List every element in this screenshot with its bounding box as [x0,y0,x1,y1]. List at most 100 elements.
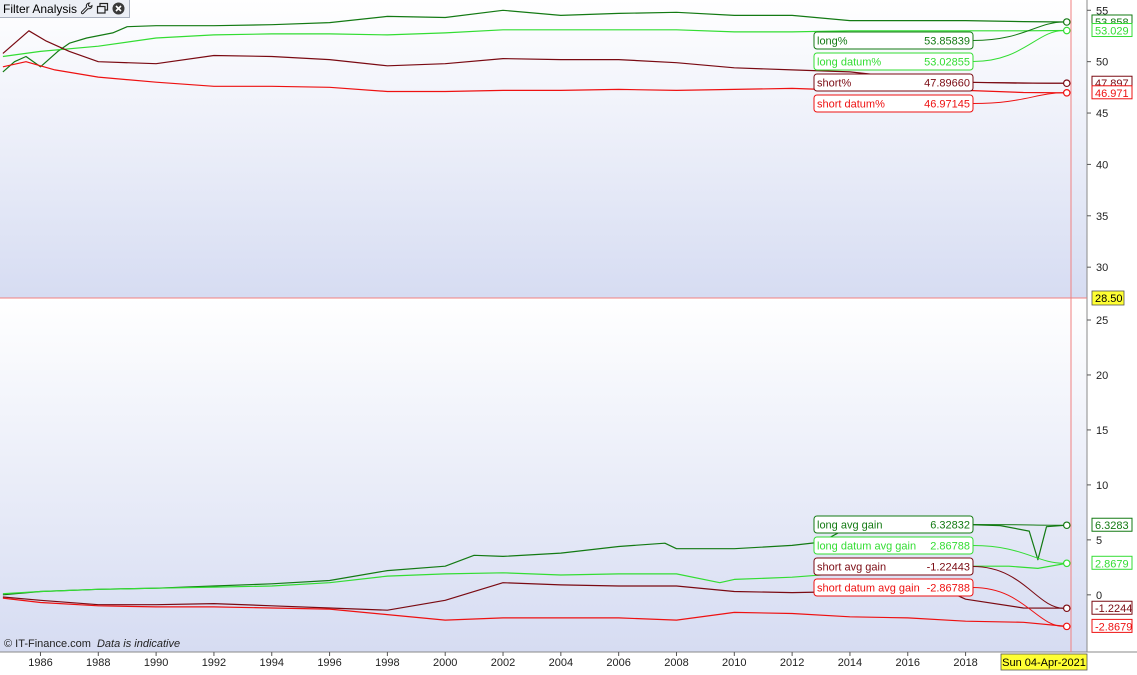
copyright-footer: © IT-Finance.com Data is indicative [4,638,180,650]
series-end-marker-short-datum-pct [1062,88,1071,97]
x-tick-label-2018: 2018 [953,657,977,669]
series-end-marker-short-avg-gain [1062,604,1071,613]
axis-value-label-short-datum-pct: 46.971 [1095,88,1129,100]
series-end-marker-long-avg-gain [1062,521,1071,530]
restore-window-icon[interactable] [96,2,109,15]
series-end-marker-long-datum-avg-gain [1062,559,1071,568]
x-tick-label-2014: 2014 [838,657,862,669]
x-tick-label-1988: 1988 [86,657,110,669]
lower-panel-background [0,298,1087,652]
series-end-marker-short-pct [1062,79,1071,88]
y-tick-label-upper-30: 30 [1096,262,1108,274]
axis-value-label-long-datum-avg-gain: 2.8679 [1095,558,1129,570]
x-tick-label-1994: 1994 [260,657,284,669]
legend-name-long-avg-gain: long avg gain [817,520,882,532]
crosshair-value-label: 28.50 [1095,293,1123,305]
wrench-icon[interactable] [80,2,93,15]
x-tick-label-1990: 1990 [144,657,168,669]
axis-value-box-long-avg-gain [1091,517,1133,532]
legend-connector-short-datum-pct [972,92,1064,104]
crosshair-date-box [1000,653,1088,671]
x-tick-label-1996: 1996 [317,657,341,669]
legend-connector-long-datum-avg-gain [972,545,1064,564]
series-end-marker-long-pct [1062,18,1071,26]
x-tick-label-2012: 2012 [780,657,804,669]
legend-value-long-pct: 53.85839 [924,36,970,48]
upper-panel-background [0,0,1087,298]
legend-name-short-datum-avg-gain: short datum avg gain [817,583,920,595]
x-tick-label-2016: 2016 [896,657,920,669]
disclaimer-text: Data is indicative [96,638,181,650]
y-tick-label-lower-25: 25 [1096,315,1108,327]
legend-name-short-datum-pct: short datum% [817,99,885,111]
legend-connector-long-pct [972,21,1064,41]
crosshair-value-box [1091,290,1125,306]
axis-value-box-long-datum-avg-gain [1091,555,1133,570]
y-tick-label-upper-40: 40 [1096,159,1108,171]
x-tick-label-2008: 2008 [664,657,688,669]
x-tick-label-2000: 2000 [433,657,457,669]
legend-name-long-datum-avg-gain: long datum avg gain [817,541,916,553]
series-line-long-avg-gain [2,523,1067,596]
legend-value-long-datum-avg-gain: 2.86788 [930,541,970,553]
axis-value-box-long-datum-pct [1091,23,1133,38]
y-tick-label-upper-55: 55 [1096,5,1108,17]
legend-value-short-datum-avg-gain: -2.86788 [927,583,970,595]
legend-value-long-datum-pct: 53.02855 [924,57,970,69]
chart-title-bar[interactable]: Filter Analysis [0,0,131,18]
axis-value-box-short-datum-avg-gain [1091,618,1133,633]
y-tick-label-lower-10: 10 [1096,480,1108,492]
legend-box-long-datum-avg-gain[interactable] [813,536,974,555]
close-icon[interactable] [112,2,125,15]
legend-name-long-pct: long% [817,36,848,48]
legend-value-short-datum-pct: 46.97145 [924,99,970,111]
x-tick-label-1998: 1998 [375,657,399,669]
y-tick-label-upper-50: 50 [1096,57,1108,69]
x-tick-label-2006: 2006 [606,657,630,669]
legend-box-short-datum-pct[interactable] [813,94,974,113]
chart-title: Filter Analysis [3,1,78,16]
axis-value-label-long-datum-pct: 53.029 [1095,26,1129,38]
legend-box-long-datum-pct[interactable] [813,52,974,71]
legend-box-short-pct[interactable] [813,73,974,92]
time-axis-background [0,652,1137,675]
y-tick-label-lower-20: 20 [1096,370,1108,382]
legend-box-short-avg-gain[interactable] [813,557,974,576]
legend-connector-long-avg-gain [972,524,1064,526]
y-tick-label-lower-5: 5 [1096,535,1102,547]
x-tick-label-2002: 2002 [491,657,515,669]
crosshair-date-label: Sun 04-Apr-2021 [1002,657,1086,669]
y-tick-label-lower-0: 0 [1096,590,1102,602]
series-line-short-datum-avg-gain [2,597,1067,627]
y-tick-label-lower-15: 15 [1096,425,1108,437]
series-line-long-datum-pct [2,29,1067,58]
copyright-text: © IT-Finance.com [4,638,91,650]
legend-connector-short-datum-avg-gain [972,587,1064,627]
x-tick-label-2004: 2004 [549,657,573,669]
axis-value-label-short-avg-gain: -1.2244 [1095,603,1132,615]
axis-value-box-short-avg-gain [1091,600,1133,615]
legend-name-long-datum-pct: long datum% [817,57,881,69]
axis-value-box-short-datum-pct [1091,85,1133,100]
legend-value-long-avg-gain: 6.32832 [930,520,970,532]
legend-connector-short-pct [972,82,1064,84]
legend-value-short-avg-gain: -1.22443 [927,562,970,574]
legend-box-long-pct[interactable] [813,31,974,50]
y-tick-label-upper-45: 45 [1096,108,1108,120]
price-axis-background [1087,0,1137,652]
axis-value-label-long-avg-gain: 6.3283 [1095,520,1129,532]
y-tick-label-upper-35: 35 [1096,211,1108,223]
x-tick-label-2010: 2010 [722,657,746,669]
axis-value-label-short-datum-avg-gain: -2.8679 [1095,621,1132,633]
series-end-marker-long-datum-pct [1062,26,1071,35]
legend-connector-short-avg-gain [972,566,1064,609]
legend-connector-long-datum-pct [972,30,1064,62]
legend-name-short-avg-gain: short avg gain [817,562,886,574]
legend-box-short-datum-avg-gain[interactable] [813,578,974,597]
legend-box-long-avg-gain[interactable] [813,515,974,534]
x-tick-label-1992: 1992 [202,657,226,669]
legend-value-short-pct: 47.89660 [924,78,970,90]
series-end-marker-short-datum-avg-gain [1062,622,1071,631]
